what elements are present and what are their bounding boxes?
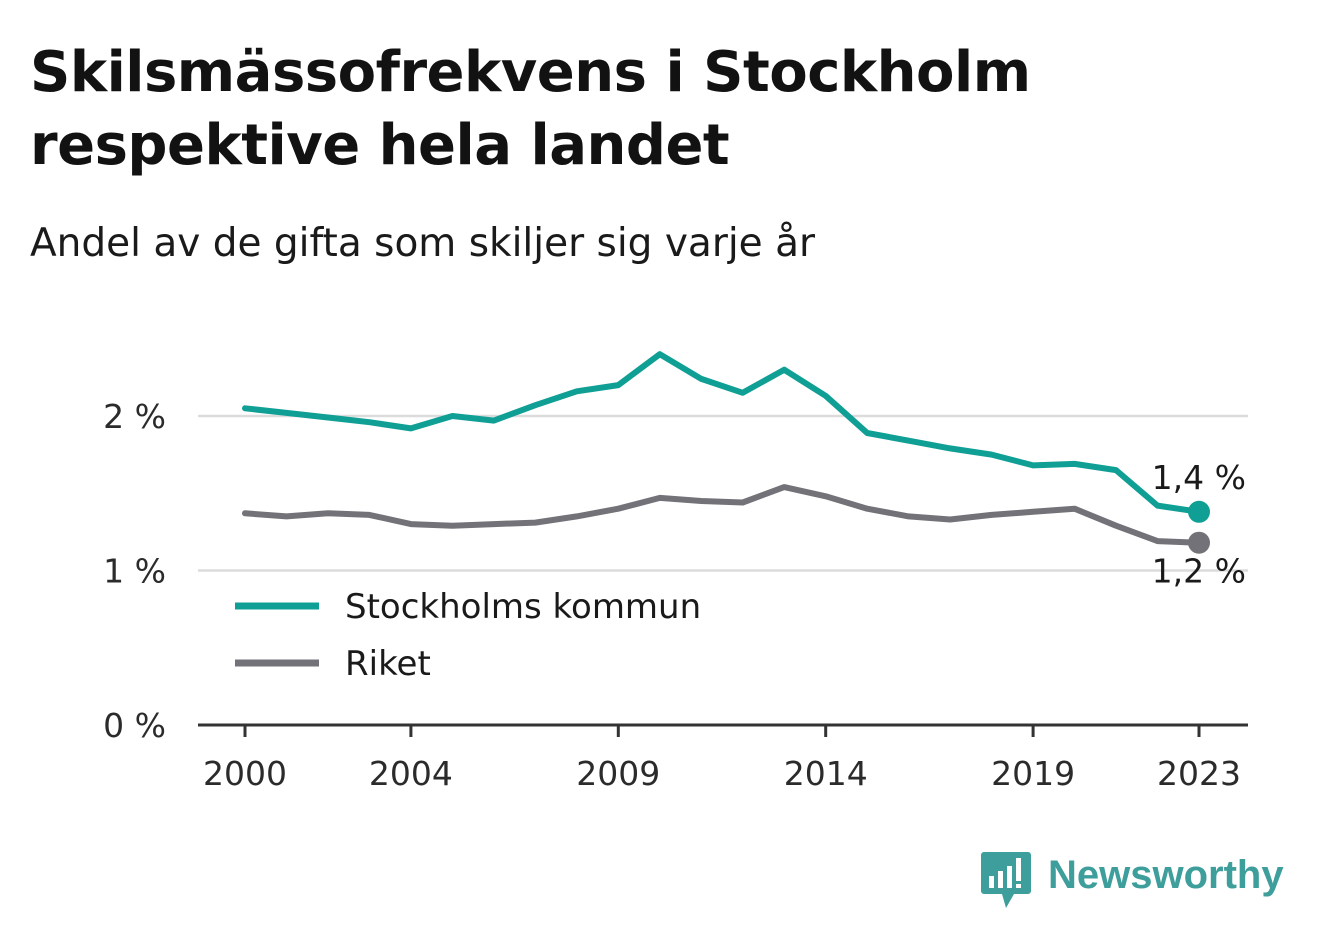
legend-label: Riket bbox=[345, 644, 431, 684]
x-tick-label: 2019 bbox=[991, 754, 1075, 793]
chart-title: Skilsmässofrekvens i Stockholm respektiv… bbox=[30, 40, 1031, 178]
legend: Stockholms kommun Riket bbox=[235, 587, 701, 684]
chart-subtitle: Andel av de gifta som skiljer sig varje … bbox=[30, 221, 816, 266]
y-tick-label: 2 % bbox=[103, 397, 166, 436]
end-marker bbox=[1188, 500, 1210, 523]
end-value-label: 1,2 % bbox=[1152, 552, 1246, 591]
y-tick-label: 0 % bbox=[103, 706, 166, 745]
series-line-stockholm bbox=[242, 351, 1202, 515]
legend-label: Stockholms kommun bbox=[345, 587, 701, 627]
bar-chart-logo-icon bbox=[981, 852, 1031, 908]
brand-name: Newsworthy bbox=[1048, 853, 1284, 897]
x-tick-label: 2000 bbox=[203, 754, 287, 793]
end-value-label: 1,4 % bbox=[1152, 458, 1246, 497]
newsworthy-logo: Newsworthy bbox=[981, 852, 1284, 908]
series-line-riket bbox=[242, 484, 1202, 546]
y-tick-label: 1 % bbox=[103, 552, 166, 591]
y-axis-ticks: 0 % 1 % 2 % bbox=[103, 397, 166, 745]
x-tick-label: 2023 bbox=[1157, 754, 1241, 793]
x-axis: 2000 2004 2009 2014 2019 2023 bbox=[198, 723, 1248, 793]
gridlines bbox=[198, 414, 1248, 572]
x-tick-label: 2009 bbox=[576, 754, 660, 793]
x-tick-label: 2014 bbox=[784, 754, 868, 793]
x-tick-label: 2004 bbox=[369, 754, 453, 793]
end-marker bbox=[1188, 531, 1210, 554]
end-markers: 1,4 % 1,2 % bbox=[1152, 458, 1246, 591]
series-lines bbox=[242, 351, 1202, 546]
